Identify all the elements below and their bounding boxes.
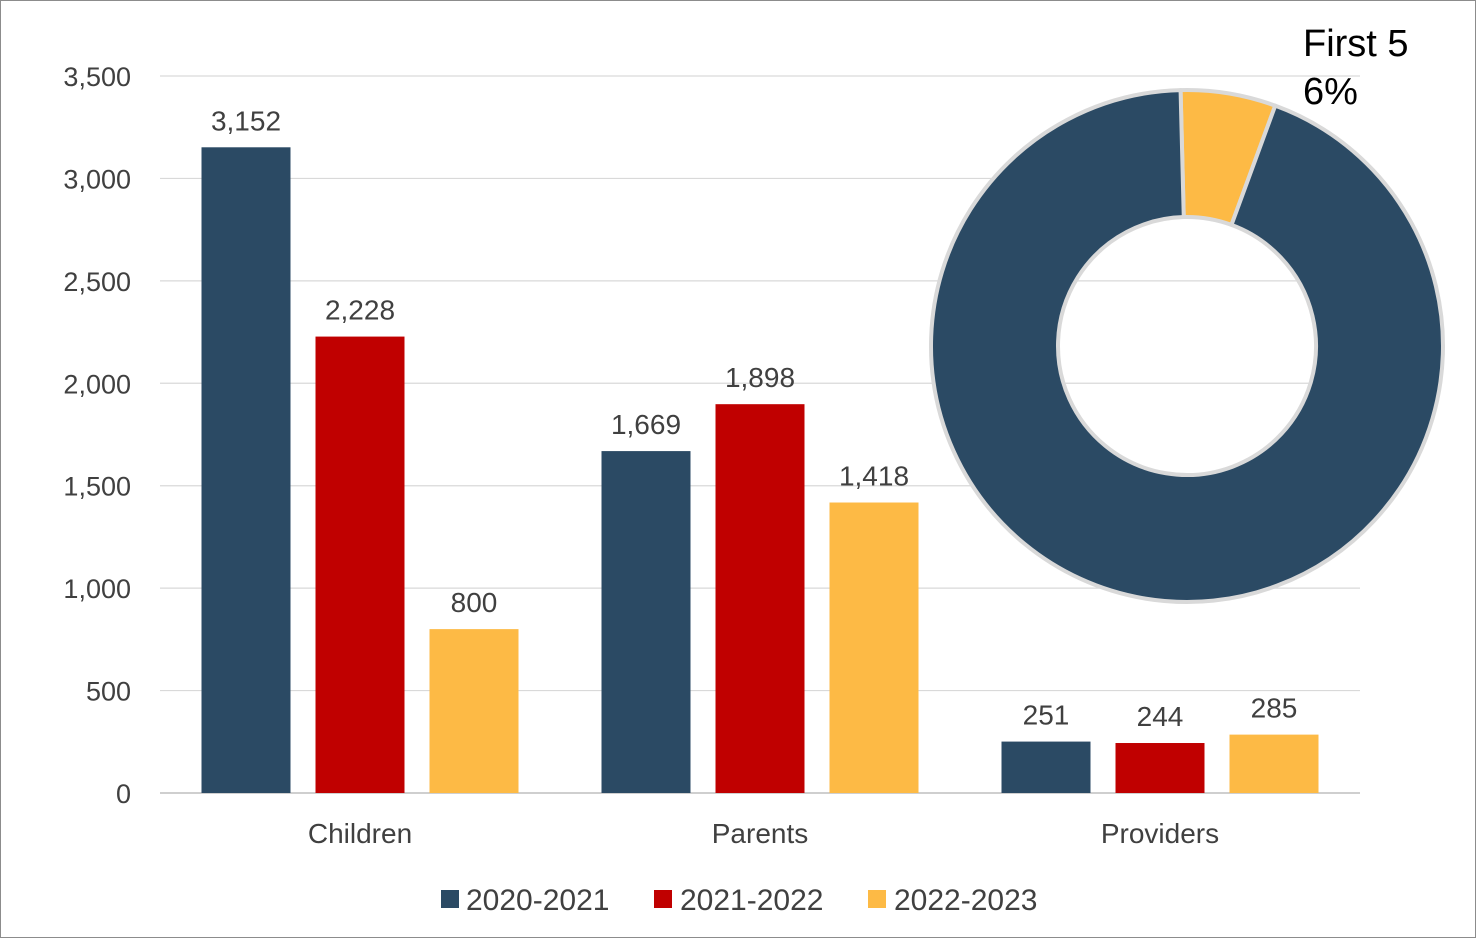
x-category-label: Parents bbox=[712, 818, 809, 849]
legend-label: 2022-2023 bbox=[894, 884, 1037, 917]
legend-swatch bbox=[868, 890, 886, 908]
bar bbox=[601, 451, 691, 793]
y-tick-label: 2,000 bbox=[63, 369, 131, 399]
donut-chart: First 5 6% bbox=[929, 23, 1445, 604]
bar bbox=[315, 336, 405, 793]
data-label: 251 bbox=[1023, 700, 1070, 731]
bar bbox=[201, 147, 291, 793]
x-category-label: Children bbox=[308, 818, 412, 849]
data-label: 800 bbox=[451, 587, 498, 618]
bar-series: 3,152 2,228 800 1,669 1,898 1,418 251 244 285 bbox=[201, 105, 1319, 793]
data-label: 1,418 bbox=[839, 461, 909, 492]
legend-swatch bbox=[654, 890, 672, 908]
bar bbox=[1001, 741, 1091, 793]
data-label: 3,152 bbox=[211, 105, 281, 136]
y-tick-label: 1,500 bbox=[63, 472, 131, 502]
y-tick-label: 0 bbox=[116, 779, 131, 809]
x-category-label: Providers bbox=[1101, 818, 1219, 849]
data-label: 1,669 bbox=[611, 409, 681, 440]
y-tick-label: 3,000 bbox=[63, 164, 131, 194]
donut-label-name: First 5 bbox=[1303, 23, 1409, 65]
data-label: 1,898 bbox=[725, 362, 795, 393]
bar bbox=[715, 404, 805, 793]
legend-label: 2020-2021 bbox=[466, 884, 609, 917]
y-tick-label: 1,000 bbox=[63, 574, 131, 604]
bar bbox=[429, 629, 519, 793]
bar bbox=[1229, 734, 1319, 793]
data-label: 285 bbox=[1251, 693, 1298, 724]
y-tick-label: 3,500 bbox=[63, 62, 131, 92]
x-axis: Children Parents Providers bbox=[308, 818, 1219, 849]
data-label: 244 bbox=[1137, 701, 1184, 732]
data-label: 2,228 bbox=[325, 295, 395, 326]
donut-slice bbox=[929, 88, 1445, 604]
y-tick-label: 500 bbox=[86, 677, 131, 707]
legend-swatch bbox=[441, 890, 459, 908]
y-tick-label: 2,500 bbox=[63, 267, 131, 297]
y-axis: 0 500 1,000 1,500 2,000 2,500 3,000 3,500 bbox=[63, 62, 131, 809]
legend-label: 2021-2022 bbox=[680, 884, 823, 917]
donut-label-value: 6% bbox=[1303, 71, 1358, 113]
bar bbox=[829, 502, 919, 793]
legend: 2020-2021 2021-2022 2022-2023 bbox=[441, 884, 1037, 917]
bar bbox=[1115, 743, 1205, 793]
